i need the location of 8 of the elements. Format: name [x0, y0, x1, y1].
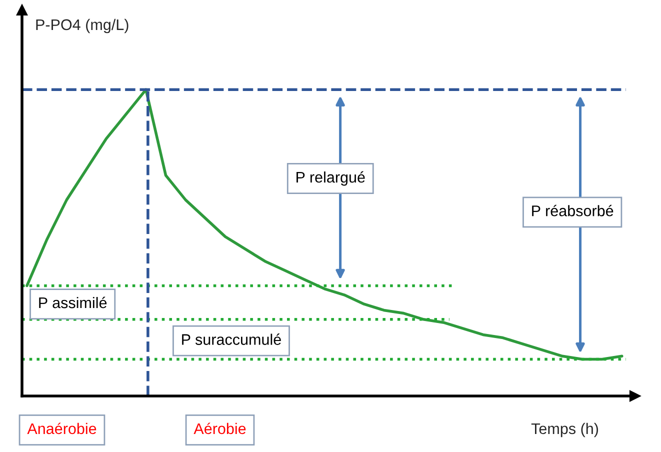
text: Aérobie — [194, 422, 246, 434]
annotation: P relargué — [296, 171, 365, 186]
annotation: P réabsorbé — [532, 204, 614, 216]
annotation: P assimilé — [39, 296, 107, 308]
text: Anaérobie — [27, 422, 96, 434]
annotation: P suraccumulé — [182, 334, 281, 345]
y-axis-title: P-PO4 (mg/L) — [36, 18, 128, 34]
x-axis-title: Temps (h) — [531, 422, 598, 438]
